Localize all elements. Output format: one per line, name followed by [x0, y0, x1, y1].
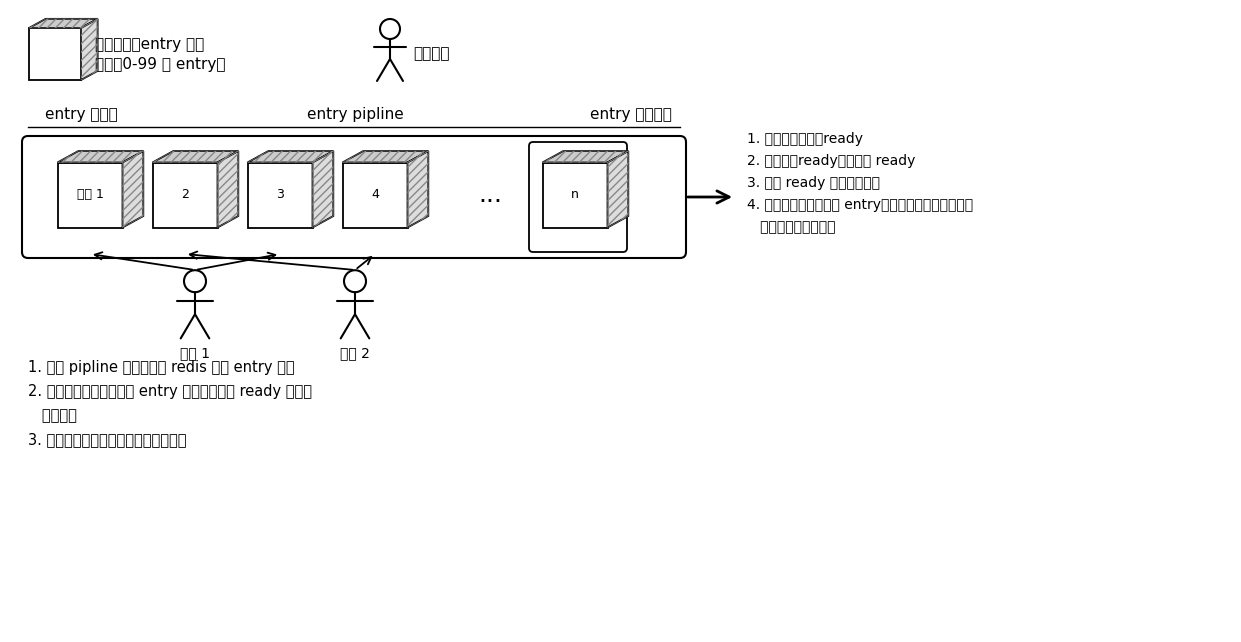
Text: entry 序列化端: entry 序列化端 — [589, 107, 671, 122]
Polygon shape — [153, 162, 217, 227]
Text: 序列化端: 序列化端 — [29, 408, 77, 423]
Polygon shape — [123, 151, 143, 227]
Polygon shape — [343, 162, 407, 227]
Text: 批次 1: 批次 1 — [77, 189, 103, 202]
Text: 4: 4 — [371, 189, 379, 202]
Text: 1. 使用 pipline 的方式请求 redis 构造 entry 批次: 1. 使用 pipline 的方式请求 redis 构造 entry 批次 — [29, 360, 294, 375]
Text: （例如0-99 号 entry）: （例如0-99 号 entry） — [96, 56, 226, 71]
Polygon shape — [29, 28, 81, 80]
Text: 一个有序的entry 批次: 一个有序的entry 批次 — [96, 37, 205, 51]
Polygon shape — [81, 19, 98, 80]
Text: entry pipline: entry pipline — [307, 107, 403, 122]
Polygon shape — [29, 19, 98, 28]
Text: 1. 检查该批次是否ready: 1. 检查该批次是否ready — [747, 132, 862, 146]
Polygon shape — [608, 151, 628, 227]
Polygon shape — [407, 151, 428, 227]
FancyBboxPatch shape — [529, 142, 627, 252]
Polygon shape — [542, 162, 608, 227]
Text: 3. 如果 ready 就开始序列化: 3. 如果 ready 就开始序列化 — [747, 176, 880, 190]
Text: 协程 1: 协程 1 — [180, 346, 210, 360]
Text: 2. 构造完该批次的所有的 entry 后将其标记为 ready 并通知: 2. 构造完该批次的所有的 entry 后将其标记为 ready 并通知 — [29, 384, 311, 399]
Polygon shape — [343, 151, 428, 162]
Text: 3: 3 — [276, 189, 284, 202]
FancyBboxPatch shape — [22, 136, 686, 258]
Text: n: n — [571, 189, 580, 202]
Text: 3. 等待序列化端通知其处理下一个批次: 3. 等待序列化端通知其处理下一个批次 — [29, 432, 186, 447]
Text: ...: ... — [478, 183, 503, 207]
Polygon shape — [313, 151, 334, 227]
Polygon shape — [217, 151, 238, 227]
Text: 2. 如果没有ready就等待其 ready: 2. 如果没有ready就等待其 ready — [747, 154, 916, 168]
Text: 协程 2: 协程 2 — [340, 346, 370, 360]
Text: 协程处理下一个批次: 协程处理下一个批次 — [747, 220, 835, 234]
Text: 2: 2 — [181, 189, 189, 202]
Polygon shape — [57, 162, 123, 227]
Polygon shape — [247, 151, 334, 162]
Polygon shape — [57, 151, 143, 162]
Text: entry 构造端: entry 构造端 — [45, 107, 118, 122]
Text: 4. 序列化该批次的每个 entry完毕后通知构造该批次的: 4. 序列化该批次的每个 entry完毕后通知构造该批次的 — [747, 198, 973, 212]
Polygon shape — [247, 162, 313, 227]
Polygon shape — [542, 151, 628, 162]
Text: 一个协程: 一个协程 — [413, 46, 449, 62]
Polygon shape — [153, 151, 238, 162]
